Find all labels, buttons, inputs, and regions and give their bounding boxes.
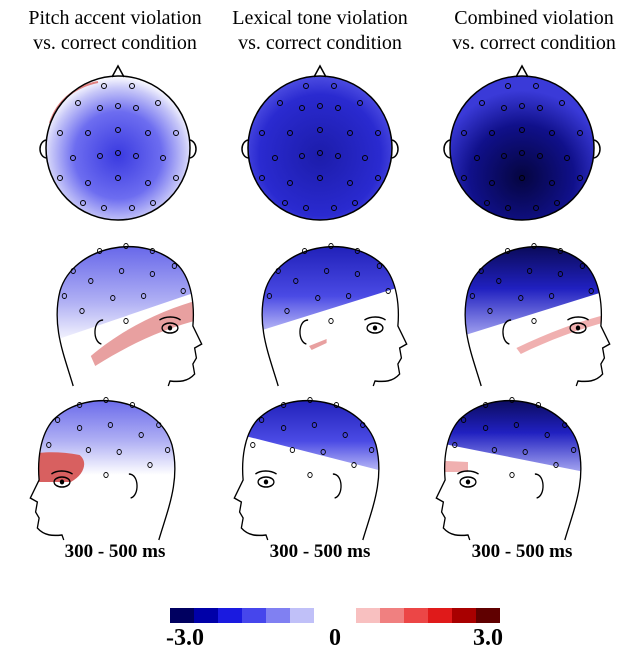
path-shape — [424, 460, 468, 472]
left-side-map — [18, 390, 194, 540]
page: {"columns": [ {"title": ["Pitch accent v… — [0, 0, 630, 653]
g-shape — [446, 236, 622, 354]
column-title: vs. correct condition — [33, 32, 197, 54]
rect-shape — [428, 608, 452, 623]
rect-shape — [242, 608, 266, 623]
column-title: Pitch accent violation — [28, 7, 201, 29]
color-bar-label: 0 — [329, 625, 341, 651]
color-bar: -3.0 0 3.0 — [166, 608, 503, 651]
rect-shape — [476, 608, 500, 623]
column-title: Combined violation — [454, 7, 613, 29]
right-side-map — [38, 236, 214, 386]
right-side-map — [243, 236, 419, 386]
path-shape — [38, 236, 214, 346]
color-bar-label: -3.0 — [166, 625, 204, 651]
rect-shape — [170, 608, 194, 623]
left-side-map — [222, 390, 398, 540]
rect-shape — [218, 608, 242, 623]
path-shape — [243, 236, 419, 336]
path-shape — [18, 452, 84, 482]
path-shape — [516, 311, 622, 354]
rect-shape — [266, 608, 290, 623]
rect-shape — [194, 608, 218, 623]
rect-shape — [452, 608, 476, 623]
column-title: vs. correct condition — [452, 32, 616, 54]
rect-shape — [290, 608, 314, 623]
top-view-map — [242, 66, 398, 220]
left-side-map — [424, 390, 600, 540]
time-window-label: 300 - 500 ms — [65, 541, 166, 562]
path-shape — [446, 236, 622, 341]
path-shape — [309, 339, 327, 350]
top-view-map — [40, 66, 196, 220]
rect-shape — [380, 608, 404, 623]
rect-shape — [356, 608, 380, 623]
g-shape — [38, 236, 214, 366]
top-view-map — [444, 66, 600, 220]
figure: Pitch accent violation vs. correct condi… — [0, 0, 630, 653]
right-side-map — [446, 236, 622, 386]
rect-shape — [404, 608, 428, 623]
time-window-label: 300 - 500 ms — [270, 541, 371, 562]
column-title: Lexical tone violation — [232, 7, 408, 29]
column-title: vs. correct condition — [238, 32, 402, 54]
time-window-label: 300 - 500 ms — [472, 541, 573, 562]
column-titles: Pitch accent violation vs. correct condi… — [28, 7, 616, 54]
color-bar-label: 3.0 — [473, 625, 503, 651]
